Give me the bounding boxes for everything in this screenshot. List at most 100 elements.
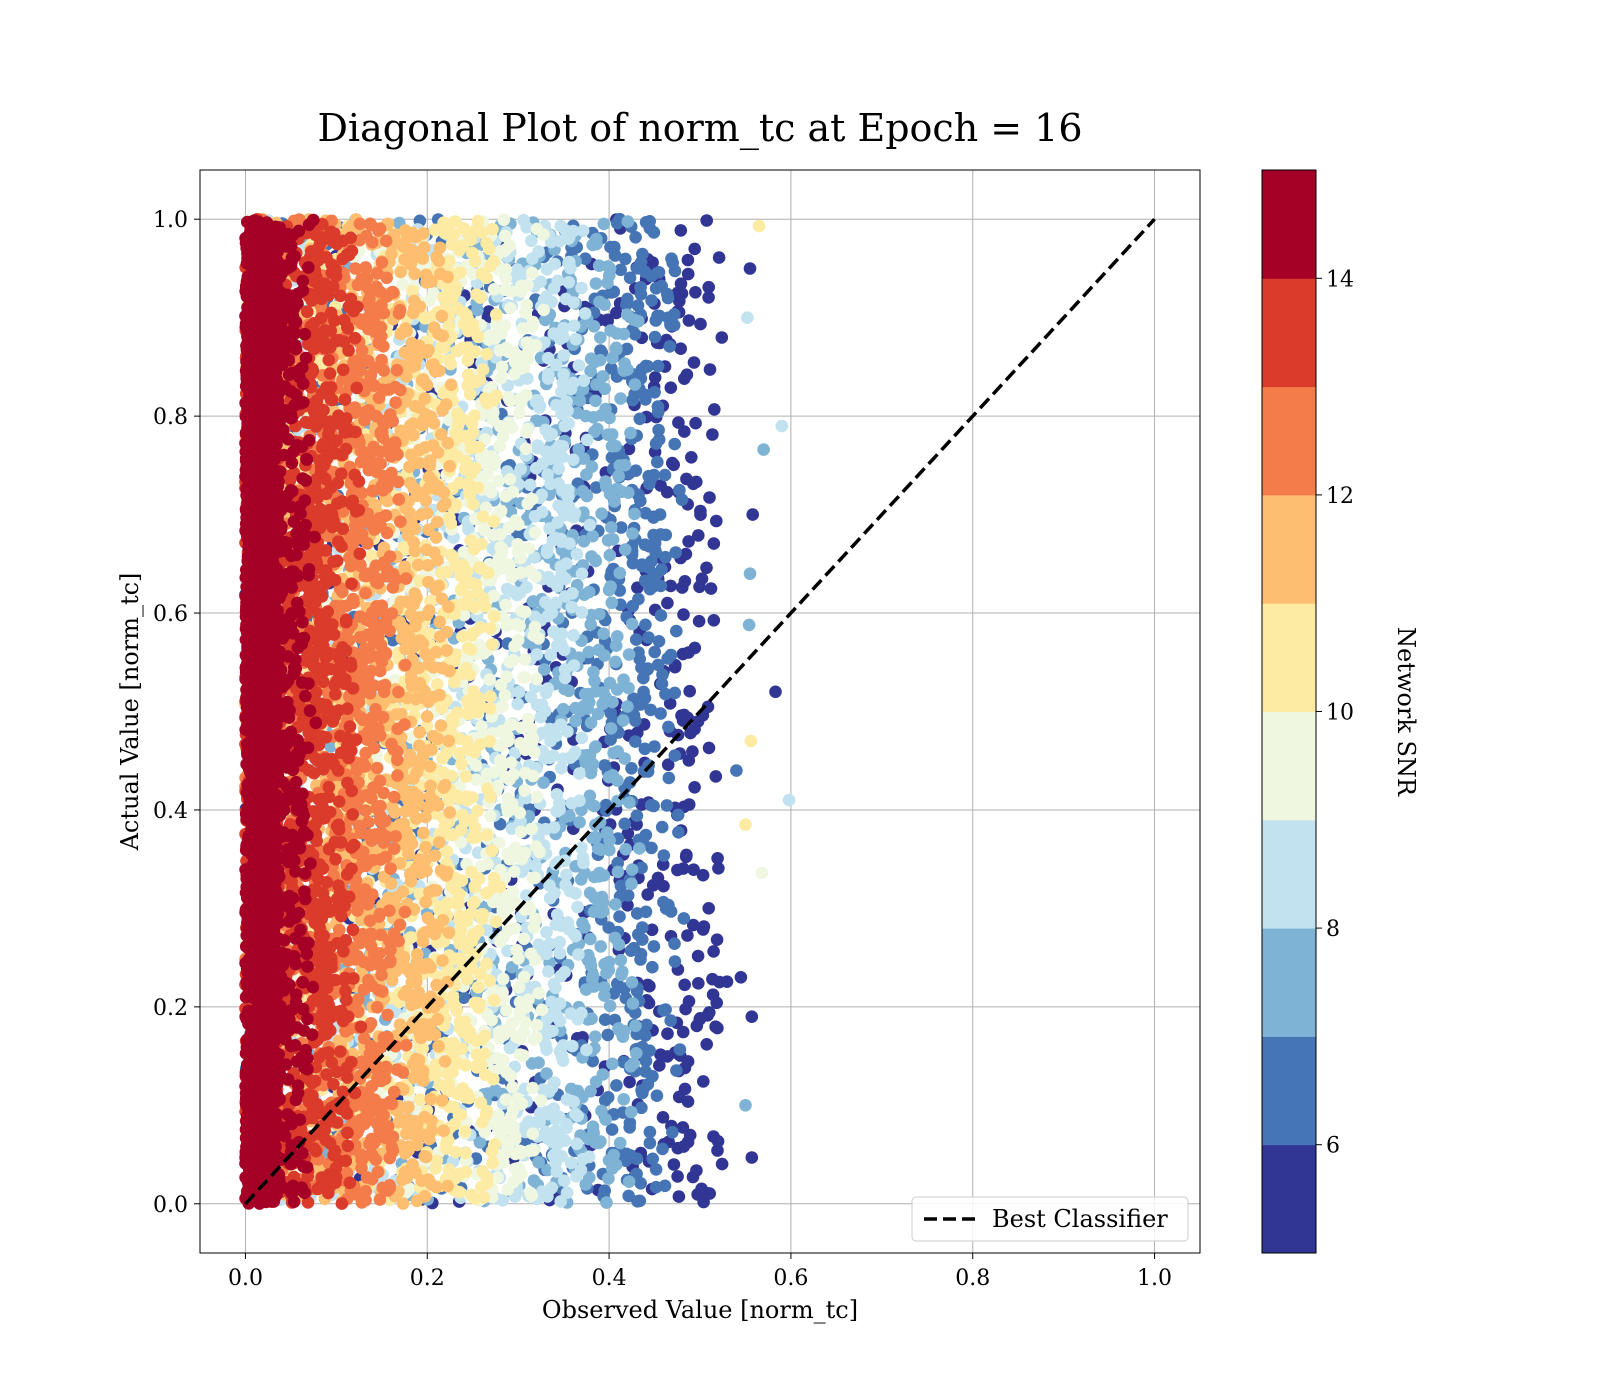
- scatter-point: [602, 583, 616, 597]
- scatter-point: [484, 259, 497, 273]
- scatter-point: [607, 987, 621, 1000]
- scatter-point: [752, 219, 766, 233]
- scatter-point: [527, 1174, 541, 1187]
- scatter-point: [661, 596, 674, 610]
- scatter-point: [635, 1101, 648, 1115]
- scatter-point: [682, 535, 695, 548]
- scatter-point: [611, 856, 624, 870]
- scatter-point: [576, 1152, 590, 1166]
- scatter-point: [603, 548, 617, 562]
- scatter-point: [598, 1013, 612, 1026]
- scatter-point: [488, 1138, 502, 1151]
- scatter-point: [634, 288, 648, 301]
- scatter-point: [677, 1140, 690, 1153]
- scatter-point: [621, 700, 634, 713]
- scatter-point: [465, 865, 478, 879]
- scatter-point: [641, 888, 654, 901]
- scatter-point: [692, 614, 706, 628]
- scatter-point: [625, 863, 639, 876]
- scatter-point: [688, 242, 701, 256]
- scatter-point: [544, 648, 557, 662]
- scatter-point: [465, 1188, 478, 1202]
- scatter-point: [674, 224, 688, 237]
- scatter-point: [519, 306, 532, 319]
- scatter-point: [553, 946, 567, 960]
- scatter-point: [441, 226, 454, 240]
- scatter-point: [573, 816, 586, 829]
- scatter-point: [641, 978, 654, 992]
- scatter-point: [616, 714, 630, 727]
- scatter-point: [586, 529, 599, 543]
- scatter-point: [499, 598, 513, 612]
- scatter-point: [515, 852, 528, 866]
- scatter-point: [523, 903, 537, 916]
- scatter-point: [702, 741, 716, 755]
- scatter-point: [494, 371, 508, 385]
- scatter-point: [509, 841, 522, 855]
- scatter-point: [480, 828, 494, 842]
- scatter-point: [668, 937, 681, 950]
- scatter-point: [680, 848, 693, 862]
- scatter-point: [468, 880, 482, 894]
- scatter-point: [551, 1011, 564, 1024]
- scatter-point: [417, 826, 430, 840]
- scatter-point: [663, 340, 676, 353]
- scatter-point: [526, 1081, 539, 1095]
- scatter-point: [470, 288, 483, 301]
- scatter-point: [598, 981, 611, 994]
- scatter-point: [703, 491, 716, 504]
- scatter-point: [623, 1075, 636, 1089]
- scatter-point: [686, 745, 699, 758]
- scatter-point: [528, 526, 542, 539]
- scatter-point: [568, 745, 582, 759]
- scatter-point: [682, 314, 696, 327]
- scatter-point: [707, 537, 721, 550]
- scatter-point: [621, 215, 635, 228]
- scatter-point: [702, 902, 715, 915]
- scatter-point: [519, 442, 533, 456]
- scatter-point: [661, 652, 674, 665]
- scatter-point: [529, 840, 543, 853]
- scatter-point: [710, 514, 723, 528]
- scatter-point: [584, 959, 598, 973]
- scatter-point: [497, 727, 511, 741]
- scatter-point: [524, 947, 538, 961]
- scatter-point: [526, 252, 539, 265]
- scatter-point: [453, 476, 466, 490]
- scatter-point: [543, 751, 557, 765]
- scatter-point: [623, 271, 637, 285]
- scatter-point: [661, 291, 675, 305]
- scatter-point: [499, 489, 513, 503]
- scatter-point: [600, 826, 614, 839]
- scatter-point: [548, 886, 561, 900]
- scatter-point: [618, 752, 631, 765]
- scatter-point: [605, 521, 618, 534]
- scatter-point: [639, 506, 652, 520]
- scatter-point: [683, 684, 696, 698]
- scatter-point: [604, 722, 618, 735]
- scatter-point: [588, 425, 601, 439]
- scatter-point: [547, 625, 560, 638]
- scatter-point: [566, 453, 580, 467]
- scatter-point: [529, 859, 542, 872]
- scatter-point: [542, 965, 555, 978]
- scatter-point: [543, 452, 557, 466]
- scatter-point: [480, 957, 493, 970]
- scatter-point: [591, 707, 605, 721]
- scatter-point: [540, 1043, 553, 1056]
- scatter-point: [586, 972, 599, 986]
- scatter-point: [530, 222, 544, 236]
- scatter-point: [559, 292, 573, 306]
- scatter-point: [554, 718, 568, 731]
- scatter-point: [630, 809, 644, 822]
- scatter-point: [413, 1093, 427, 1106]
- scatter-point: [666, 456, 679, 470]
- scatter-point: [572, 359, 586, 372]
- scatter-point: [454, 565, 468, 578]
- scatter-point: [675, 581, 689, 594]
- scatter-point: [464, 442, 478, 455]
- scatter-point: [490, 308, 503, 321]
- scatter-point: [604, 706, 618, 720]
- scatter-point: [475, 537, 489, 551]
- scatter-point: [556, 376, 570, 390]
